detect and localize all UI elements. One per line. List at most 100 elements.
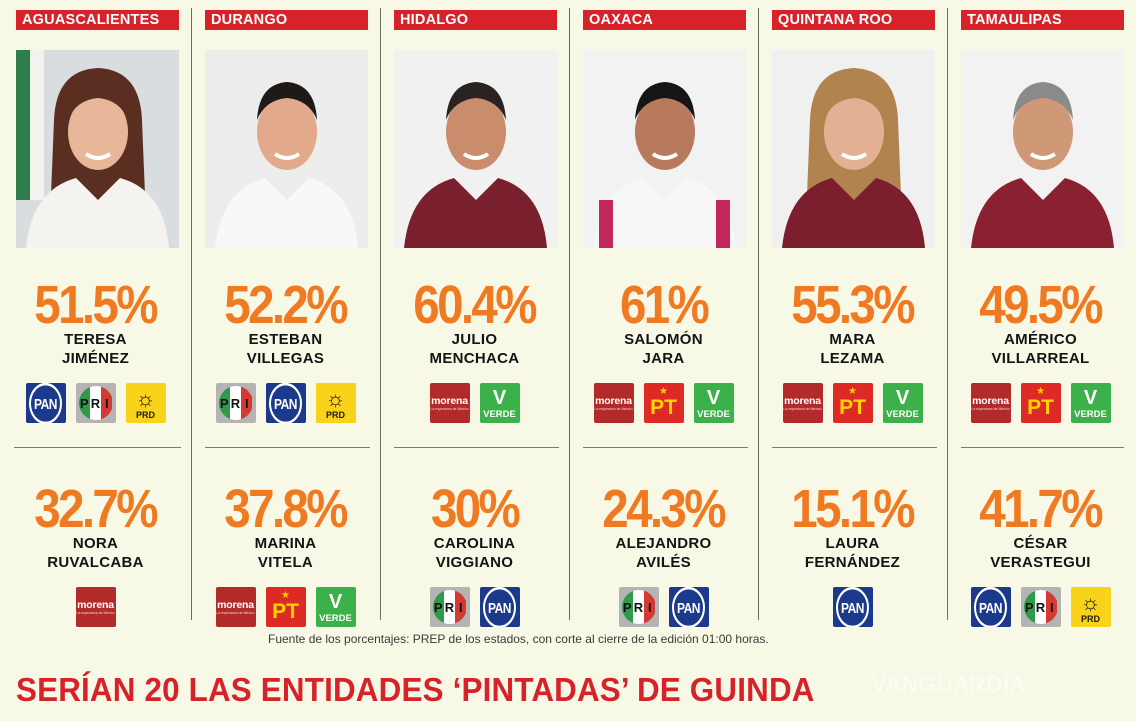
state-label: QUINTANA ROO: [772, 10, 935, 30]
pan-logo-icon: PAN: [25, 383, 66, 423]
pan-logo-icon: PAN: [479, 587, 520, 627]
morena-logo-icon: morena La esperanza de México: [75, 587, 116, 627]
pan-logo-icon: PAN: [265, 383, 306, 423]
candidate-name: CAROLINA VIGGIANO: [380, 534, 569, 572]
winner-block: 61% SALOMÓN JARA morena La esperanza de M…: [569, 276, 758, 423]
divider: [961, 447, 1124, 448]
divider: [772, 447, 937, 448]
state-label: AGUASCALIENTES: [16, 10, 179, 30]
candidate-name: ALEJANDRO AVILÉS: [569, 534, 758, 572]
morena-logo-icon: morena La esperanza de México: [593, 383, 634, 423]
pt-logo-icon: ★ PT: [832, 383, 873, 423]
winner-block: 60.4% JULIO MENCHACA morena La esperanza …: [380, 276, 569, 423]
candidate-last-name: JARA: [642, 350, 685, 367]
state-label: OAXACA: [583, 10, 746, 30]
party-logos: morena La esperanza de México: [0, 587, 191, 627]
candidate-name: MARINA VITELA: [191, 534, 380, 572]
divider: [14, 447, 181, 448]
pt-logo-icon: ★ PT: [1020, 383, 1061, 423]
candidate-name: NORA RUVALCABA: [0, 534, 191, 572]
state-column-tamaulipas: TAMAULIPAS 49.5% AMÉRICO VILLARREAL more…: [947, 0, 1134, 630]
winner-block: 51.5% TERESA JIMÉNEZ PAN P R I ☼ PRD: [0, 276, 191, 423]
vote-percent: 37.8%: [224, 479, 349, 539]
party-logos: morena La esperanza de México V VERDE: [380, 383, 569, 423]
prd-logo-icon: ☼ PRD: [125, 383, 166, 423]
party-logos: morena La esperanza de México ★ PT V VERDE: [947, 383, 1134, 423]
pan-logo-icon: PAN: [668, 587, 709, 627]
state-column-oaxaca: OAXACA 61% SALOMÓN JARA morena La esperan…: [569, 0, 758, 630]
candidate-photo: [205, 50, 368, 248]
headline: SERÍAN 20 LAS ENTIDADES ‘PINTADAS’ DE GU…: [16, 671, 815, 708]
party-logos: morena La esperanza de México ★ PT V VERDE: [758, 383, 947, 423]
candidate-first-name: ALEJANDRO: [615, 535, 712, 552]
vote-percent: 60.4%: [413, 275, 538, 335]
candidate-last-name: VERASTEGUI: [990, 554, 1091, 571]
verde-logo-icon: V VERDE: [479, 383, 520, 423]
candidate-last-name: JIMÉNEZ: [61, 350, 130, 367]
candidate-photo: [961, 50, 1124, 248]
morena-logo-icon: morena La esperanza de México: [215, 587, 256, 627]
candidate-photo: [394, 50, 557, 248]
vote-percent: 30%: [430, 479, 521, 539]
candidate-name: LAURA FERNÁNDEZ: [758, 534, 947, 572]
candidate-name: AMÉRICO VILLARREAL: [947, 330, 1134, 368]
state-column-durango: DURANGO 52.2% ESTEBAN VILLEGAS P R I PAN ☼ PR…: [191, 0, 380, 630]
candidate-last-name: VITELA: [257, 554, 314, 571]
candidate-last-name: VILLEGAS: [246, 350, 325, 367]
winner-block: 55.3% MARA LEZAMA morena La esperanza de …: [758, 276, 947, 423]
party-logos: P R I PAN: [569, 587, 758, 627]
divider: [205, 447, 370, 448]
state-label: TAMAULIPAS: [961, 10, 1124, 30]
party-logos: morena La esperanza de México ★ PT V VERDE: [569, 383, 758, 423]
party-logos: P R I PAN ☼ PRD: [191, 383, 380, 423]
prd-logo-icon: ☼ PRD: [315, 383, 356, 423]
party-logos: PAN P R I ☼ PRD: [947, 587, 1134, 627]
pt-logo-icon: ★ PT: [265, 587, 306, 627]
vote-percent: 51.5%: [34, 275, 159, 335]
party-logos: morena La esperanza de México ★ PT V VERDE: [191, 587, 380, 627]
party-logos: PAN: [758, 587, 947, 627]
candidate-first-name: JULIO: [451, 331, 498, 348]
candidate-first-name: TERESA: [64, 331, 127, 348]
verde-logo-icon: V VERDE: [1070, 383, 1111, 423]
party-logos: PAN P R I ☼ PRD: [0, 383, 191, 423]
candidate-name: JULIO MENCHACA: [380, 330, 569, 368]
vote-percent: 52.2%: [224, 275, 349, 335]
state-label: HIDALGO: [394, 10, 557, 30]
vote-percent: 15.1%: [791, 479, 916, 539]
verde-logo-icon: V VERDE: [315, 587, 356, 627]
candidate-first-name: LAURA: [825, 535, 880, 552]
verde-logo-icon: V VERDE: [693, 383, 734, 423]
pt-logo-icon: ★ PT: [643, 383, 684, 423]
verde-logo-icon: V VERDE: [882, 383, 923, 423]
party-logos: P R I PAN: [380, 587, 569, 627]
candidate-last-name: AVILÉS: [636, 554, 691, 571]
candidate-name: CÉSAR VERASTEGUI: [947, 534, 1134, 572]
state-column-hidalgo: HIDALGO 60.4% JULIO MENCHACA morena La es…: [380, 0, 569, 630]
pan-logo-icon: PAN: [970, 587, 1011, 627]
candidate-photo: [16, 50, 179, 248]
runner-up-block: 32.7% NORA RUVALCABA morena La esperanza …: [0, 480, 191, 627]
runner-up-block: 41.7% CÉSAR VERASTEGUI PAN P R I ☼ PRD: [947, 480, 1134, 627]
candidate-first-name: NORA: [72, 535, 119, 552]
source-note: Fuente de los porcentajes: PREP de los e…: [268, 632, 769, 646]
winner-block: 52.2% ESTEBAN VILLEGAS P R I PAN ☼ PRD: [191, 276, 380, 423]
divider: [583, 447, 748, 448]
watermark: VANGUARDIA: [872, 672, 1026, 697]
candidate-first-name: CAROLINA: [433, 535, 516, 552]
vote-percent: 61%: [619, 275, 710, 335]
vote-percent: 49.5%: [979, 275, 1104, 335]
pan-logo-icon: PAN: [832, 587, 873, 627]
runner-up-block: 37.8% MARINA VITELA morena La esperanza d…: [191, 480, 380, 627]
candidate-photo: [583, 50, 746, 248]
state-label: DURANGO: [205, 10, 368, 30]
candidate-last-name: RUVALCABA: [47, 554, 144, 571]
candidate-name: MARA LEZAMA: [758, 330, 947, 368]
vote-percent: 41.7%: [979, 479, 1104, 539]
morena-logo-icon: morena La esperanza de México: [782, 383, 823, 423]
candidate-photo: [772, 50, 935, 248]
candidate-last-name: VILLARREAL: [991, 350, 1090, 367]
